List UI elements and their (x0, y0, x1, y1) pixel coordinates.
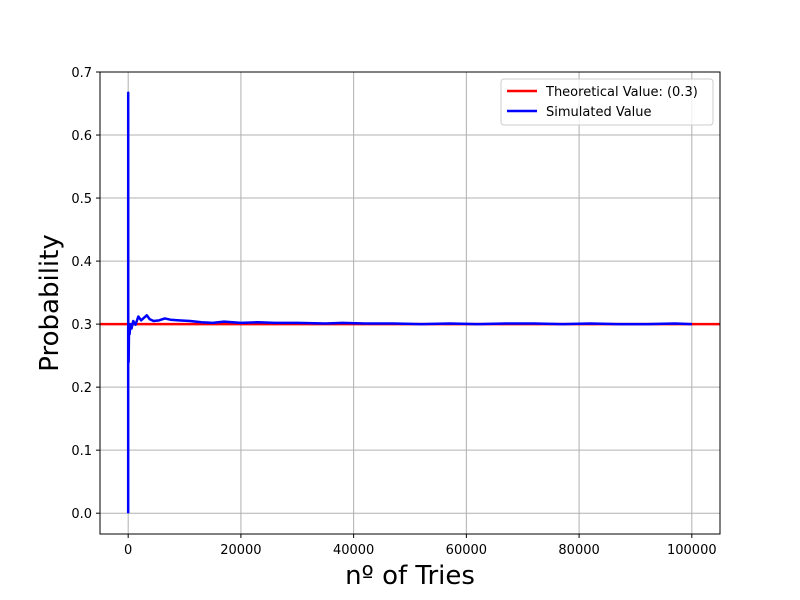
y-axis-label: Probability (35, 234, 65, 371)
x-tick-label: 60000 (446, 543, 487, 558)
x-tick-label: 100000 (667, 543, 717, 558)
x-tick-label: 20000 (220, 543, 261, 558)
x-tick-label: 80000 (558, 543, 599, 558)
y-tick-label: 0.1 (71, 444, 92, 459)
x-tick-label: 40000 (333, 543, 374, 558)
y-tick-label: 0.3 (71, 318, 92, 333)
y-tick-label: 0.5 (71, 192, 92, 207)
x-axis-label: nº of Tries (345, 561, 475, 591)
legend-label-simulated: Simulated Value (546, 105, 652, 120)
y-tick-label: 0.0 (71, 507, 92, 522)
axis-ticks: 0 20000 40000 60000 80000 100000 0.0 0.1 0.2 0.3 0… (71, 66, 716, 558)
x-tick-label: 0 (124, 543, 132, 558)
y-tick-label: 0.6 (71, 129, 92, 144)
simulated-value-line (126, 91, 692, 514)
legend-box (500, 78, 714, 126)
axes-frame (99, 71, 721, 535)
legend-label-theoretical: Theoretical Value: (0.3) (545, 85, 698, 100)
legend: Theoretical Value: (0.3) Simulated Value (500, 78, 714, 126)
y-tick-label: 0.2 (71, 381, 92, 396)
plot-area (100, 91, 720, 514)
y-tick-label: 0.4 (71, 255, 92, 270)
gridlines (100, 71, 720, 534)
y-tick-label: 0.7 (71, 66, 92, 81)
